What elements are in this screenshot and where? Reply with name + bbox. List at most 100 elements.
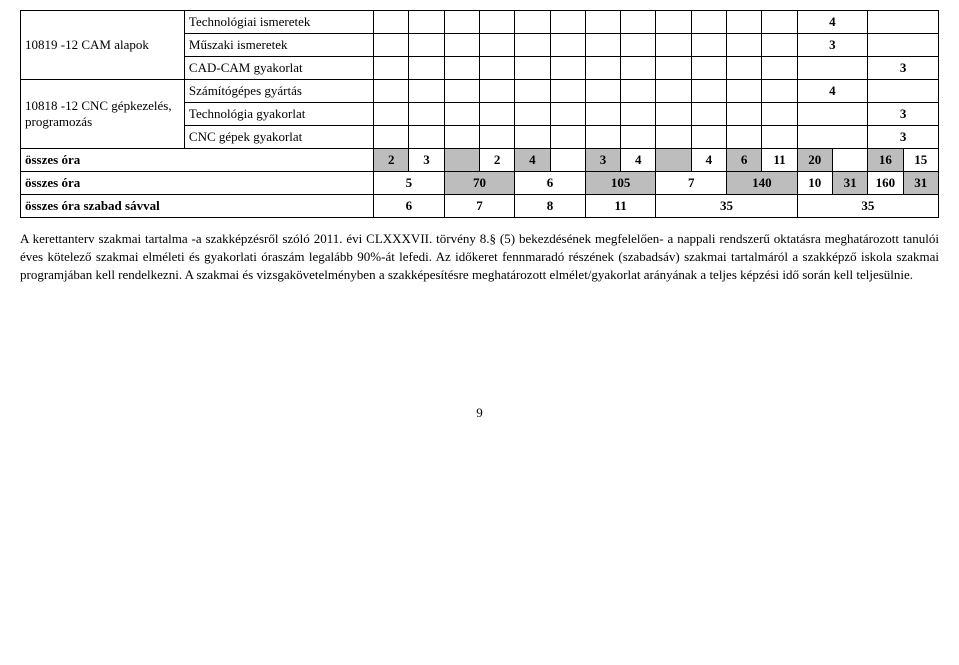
paragraph-text: A kerettanterv szakmai tartalma -a szakk… <box>20 230 939 285</box>
subject-cell: Technológia gyakorlat <box>184 103 373 126</box>
data-cell <box>621 57 656 80</box>
sum-label: összes óra szabad sávval <box>21 195 374 218</box>
data-cell <box>656 57 691 80</box>
data-cell <box>515 126 550 149</box>
data-cell <box>656 11 691 34</box>
data-cell <box>656 126 691 149</box>
data-cell <box>585 11 620 34</box>
sum-cell: 31 <box>903 172 938 195</box>
sum-cell: 4 <box>515 149 550 172</box>
data-cell <box>727 103 762 126</box>
sum-cell: 20 <box>797 149 832 172</box>
curriculum-table: 10819 -12 CAM alapokTechnológiai ismeret… <box>20 10 939 218</box>
sum-cell: 160 <box>868 172 903 195</box>
data-cell <box>444 57 479 80</box>
data-cell <box>585 103 620 126</box>
sum-cell: 31 <box>832 172 867 195</box>
data-cell <box>479 11 514 34</box>
data-cell: 3 <box>868 57 939 80</box>
data-cell <box>762 57 797 80</box>
data-cell <box>621 34 656 57</box>
group-label: 10819 -12 CAM alapok <box>21 11 185 80</box>
data-cell <box>409 34 444 57</box>
sum-cell: 4 <box>621 149 656 172</box>
sum-cell <box>550 149 585 172</box>
data-cell <box>691 57 726 80</box>
sum-cell: 3 <box>585 149 620 172</box>
data-cell <box>691 80 726 103</box>
subject-cell: Számítógépes gyártás <box>184 80 373 103</box>
data-cell <box>409 80 444 103</box>
data-cell <box>550 80 585 103</box>
data-cell <box>762 126 797 149</box>
sum-label: összes óra <box>21 172 374 195</box>
data-cell <box>762 80 797 103</box>
sum-label: összes óra <box>21 149 374 172</box>
sum-cell: 6 <box>374 195 445 218</box>
sum-cell: 10 <box>797 172 832 195</box>
data-cell <box>479 103 514 126</box>
data-cell <box>868 34 939 57</box>
data-cell <box>691 103 726 126</box>
data-cell <box>727 80 762 103</box>
data-cell <box>585 57 620 80</box>
data-cell: 3 <box>868 126 939 149</box>
data-cell <box>550 103 585 126</box>
data-cell <box>479 57 514 80</box>
data-cell <box>762 103 797 126</box>
sum-cell <box>444 149 479 172</box>
sum-cell: 15 <box>903 149 938 172</box>
data-cell <box>762 11 797 34</box>
data-cell <box>515 57 550 80</box>
data-cell: 3 <box>868 103 939 126</box>
group-label: 10818 -12 CNC gépkezelés, programozás <box>21 80 185 149</box>
data-cell <box>585 80 620 103</box>
data-cell <box>727 34 762 57</box>
sum-cell: 35 <box>797 195 938 218</box>
data-cell <box>550 11 585 34</box>
subject-cell: CNC gépek gyakorlat <box>184 126 373 149</box>
data-cell <box>621 80 656 103</box>
data-cell <box>550 57 585 80</box>
sum-cell: 16 <box>868 149 903 172</box>
data-cell <box>515 34 550 57</box>
data-cell <box>621 11 656 34</box>
subject-cell: Műszaki ismeretek <box>184 34 373 57</box>
sum-cell: 105 <box>585 172 656 195</box>
data-cell <box>374 103 409 126</box>
data-cell <box>374 80 409 103</box>
sum-cell: 7 <box>656 172 727 195</box>
sum-cell: 11 <box>585 195 656 218</box>
data-cell <box>621 103 656 126</box>
data-cell <box>585 126 620 149</box>
data-cell <box>374 57 409 80</box>
sum-cell: 8 <box>515 195 586 218</box>
subject-cell: Technológiai ismeretek <box>184 11 373 34</box>
data-cell <box>656 103 691 126</box>
data-cell: 4 <box>797 11 868 34</box>
data-cell <box>515 11 550 34</box>
data-cell <box>515 80 550 103</box>
sum-cell: 11 <box>762 149 797 172</box>
data-cell <box>374 34 409 57</box>
subject-cell: CAD-CAM gyakorlat <box>184 57 373 80</box>
data-cell <box>374 126 409 149</box>
data-cell: 4 <box>797 80 868 103</box>
data-cell <box>585 34 620 57</box>
data-cell <box>409 11 444 34</box>
data-cell <box>550 34 585 57</box>
data-cell <box>621 126 656 149</box>
data-cell <box>409 103 444 126</box>
data-cell <box>515 103 550 126</box>
data-cell <box>444 103 479 126</box>
sum-cell: 5 <box>374 172 445 195</box>
data-cell <box>727 57 762 80</box>
sum-cell: 4 <box>691 149 726 172</box>
sum-cell: 6 <box>515 172 586 195</box>
page-number: 9 <box>20 405 939 421</box>
sum-cell <box>832 149 867 172</box>
data-cell <box>691 126 726 149</box>
data-cell <box>868 11 939 34</box>
data-cell <box>444 11 479 34</box>
sum-cell: 6 <box>727 149 762 172</box>
